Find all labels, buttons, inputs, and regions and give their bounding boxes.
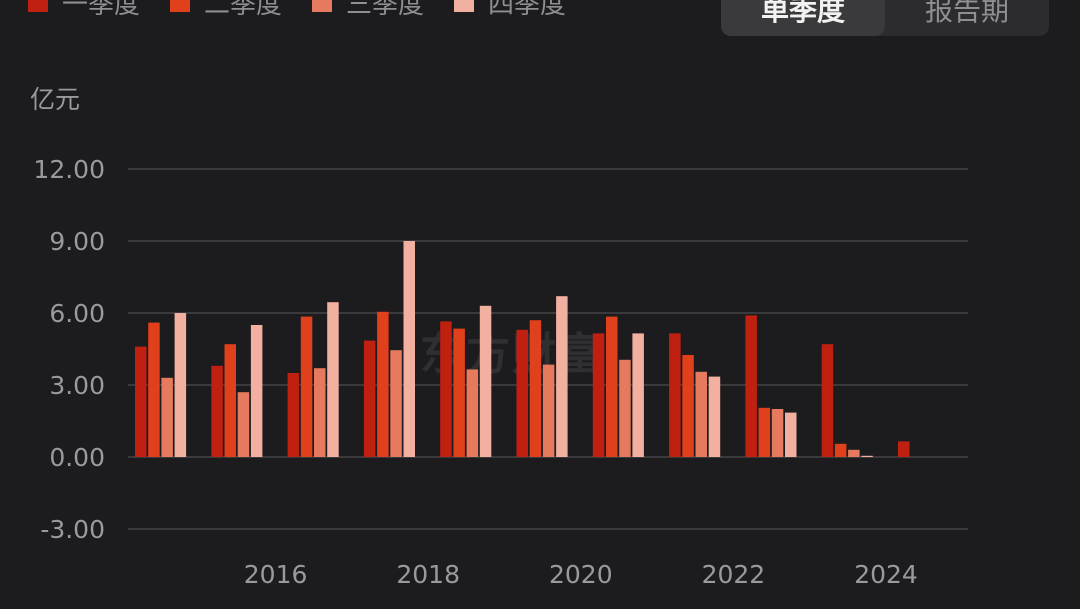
y-tick-label: 0.00 (49, 443, 105, 472)
bar-2-q3[interactable] (237, 392, 250, 457)
bar-6-q2[interactable] (529, 320, 542, 457)
bar-1-q4[interactable] (174, 313, 187, 457)
bar-10-q4[interactable] (861, 455, 873, 457)
bar-7-q2[interactable] (606, 316, 618, 457)
bar-1-q2[interactable] (148, 322, 160, 457)
bar-10-q1[interactable] (821, 344, 834, 457)
legend-label-q1: 一季度 (62, 0, 141, 20)
y-tick-label: 9.00 (49, 227, 105, 256)
bar-5-q2[interactable] (453, 328, 465, 457)
bar-7-q4[interactable] (632, 333, 644, 457)
y-axis-unit: 亿元 (30, 85, 81, 114)
bar-4-q1[interactable] (363, 340, 376, 457)
single-quarter-button[interactable]: 单季度 (721, 0, 885, 36)
legend: 一季度 二季度 三季度 四季度 (28, 0, 596, 22)
bar-8-q1[interactable] (669, 333, 681, 457)
bar-7-q1[interactable] (592, 333, 605, 457)
bar-4-q4[interactable] (403, 241, 416, 457)
legend-label-q4: 四季度 (488, 0, 567, 20)
bar-5-q1[interactable] (440, 321, 452, 457)
y-tick-label: 12.00 (33, 155, 105, 184)
x-tick-label: 2018 (396, 560, 460, 589)
bar-4-q3[interactable] (390, 350, 402, 457)
bar-3-q4[interactable] (327, 302, 339, 457)
bar-2-q1[interactable] (211, 365, 223, 457)
bar-3-q1[interactable] (287, 373, 300, 457)
bar-4-q2[interactable] (377, 311, 389, 457)
legend-label-q2: 二季度 (204, 0, 283, 20)
bar-8-q4[interactable] (708, 376, 721, 457)
legend-item-q4[interactable]: 四季度 (454, 0, 566, 21)
y-tick-label: 6.00 (49, 299, 105, 328)
bar-10-q2[interactable] (834, 443, 847, 457)
bar-8-q3[interactable] (695, 371, 708, 457)
y-tick-label: -3.00 (40, 515, 105, 544)
bar-9-q2[interactable] (758, 407, 771, 457)
bar-9-q4[interactable] (785, 412, 797, 457)
x-tick-label: 2016 (244, 560, 308, 589)
bar-2-q4[interactable] (250, 325, 263, 457)
bar-2-q2[interactable] (224, 344, 237, 457)
bar-1-q3[interactable] (161, 377, 173, 457)
bar-6-q4[interactable] (556, 296, 568, 457)
x-tick-label: 2020 (549, 560, 613, 589)
bar-6-q3[interactable] (542, 364, 555, 457)
bar-8-q2[interactable] (682, 355, 694, 457)
y-tick-label: 3.00 (49, 371, 105, 400)
bar-3-q2[interactable] (300, 316, 313, 457)
bar-11-q1[interactable] (898, 441, 910, 457)
bar-5-q4[interactable] (479, 305, 492, 457)
bar-3-q3[interactable] (314, 368, 326, 457)
legend-label-q3: 三季度 (346, 0, 425, 20)
legend-item-q2[interactable]: 二季度 (170, 0, 282, 21)
bar-5-q3[interactable] (466, 369, 479, 457)
bar-9-q3[interactable] (771, 409, 784, 457)
legend-swatch-q3 (312, 0, 333, 12)
x-tick-label: 2024 (854, 560, 918, 589)
legend-swatch-q4 (454, 0, 475, 12)
bar-10-q3[interactable] (848, 449, 860, 457)
legend-swatch-q2 (170, 0, 191, 12)
bar-6-q1[interactable] (516, 329, 529, 457)
legend-item-q3[interactable]: 三季度 (312, 0, 424, 21)
report-period-button[interactable]: 报告期 (924, 0, 1009, 27)
legend-swatch-q1 (28, 0, 48, 12)
period-toggle: 单季度 报告期 (721, 0, 1049, 36)
bar-7-q3[interactable] (619, 359, 631, 457)
bar-9-q1[interactable] (745, 315, 757, 457)
legend-item-q1[interactable]: 一季度 (28, 0, 140, 21)
bar-1-q1[interactable] (135, 346, 147, 457)
x-tick-label: 2022 (702, 560, 766, 589)
